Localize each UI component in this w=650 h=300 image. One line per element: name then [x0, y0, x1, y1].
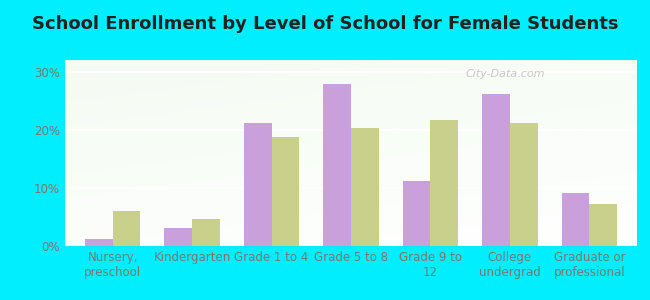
Bar	[351, 128, 379, 246]
Bar	[272, 137, 300, 246]
Bar	[323, 84, 351, 246]
Bar	[192, 219, 220, 246]
Bar	[430, 120, 458, 246]
Bar	[85, 239, 112, 246]
Bar	[112, 211, 140, 246]
Bar	[164, 228, 192, 246]
Text: City-Data.com: City-Data.com	[465, 69, 545, 79]
Text: School Enrollment by Level of School for Female Students: School Enrollment by Level of School for…	[32, 15, 618, 33]
Bar	[402, 181, 430, 246]
Bar	[244, 123, 272, 246]
Bar	[510, 123, 538, 246]
Bar	[562, 193, 590, 246]
Bar	[590, 204, 617, 246]
Bar	[482, 94, 510, 246]
